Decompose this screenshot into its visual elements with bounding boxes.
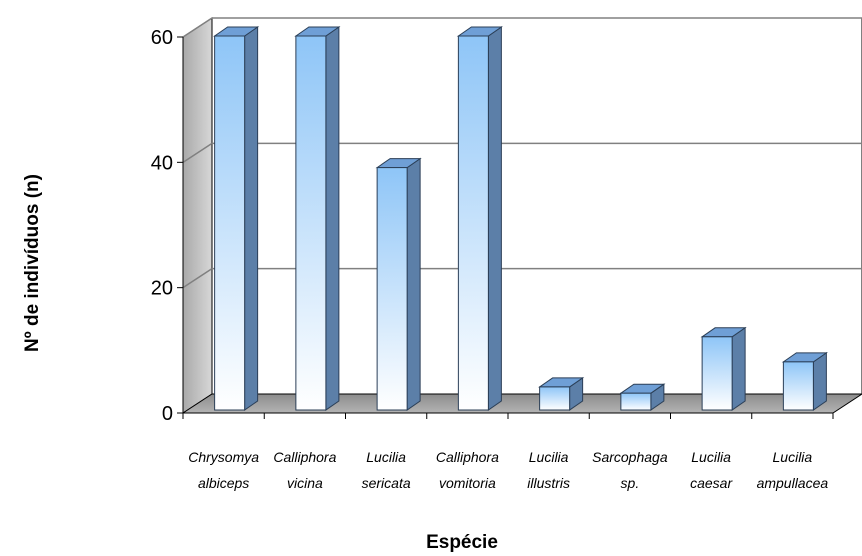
y-tick-label: 40 — [151, 152, 173, 174]
bar-side — [487, 26, 502, 411]
bar — [375, 157, 422, 411]
bar-front — [214, 35, 246, 411]
gridline-side — [182, 17, 213, 38]
floor — [181, 393, 862, 414]
y-tick-label: 20 — [151, 278, 173, 300]
bar-side — [406, 157, 421, 411]
bar-front — [539, 386, 571, 411]
x-tick-label: Lucilia caesar — [690, 449, 733, 491]
gridline-side — [182, 142, 213, 163]
bar — [294, 26, 341, 411]
bar-side — [812, 351, 827, 411]
bar — [619, 383, 666, 411]
y-tick-label: 60 — [151, 27, 173, 49]
x-tick-label: Lucilia ampullacea — [757, 449, 829, 491]
bar-front — [782, 361, 814, 411]
gridline-side — [182, 268, 213, 289]
x-tick-label: Sarcophaga sp. — [592, 449, 668, 491]
bar-side — [325, 26, 340, 411]
bar — [456, 26, 503, 411]
bar-front — [376, 167, 408, 411]
x-tick-label: Chrysomya albiceps — [188, 449, 259, 491]
bar-front — [620, 392, 652, 411]
bar-front — [295, 35, 327, 411]
bar-front — [701, 336, 733, 411]
x-tick-label: Lucilia sericata — [362, 449, 411, 491]
bar — [781, 351, 828, 411]
bar — [538, 376, 585, 411]
x-axis-title: Espécie — [426, 532, 498, 553]
x-tick-label: Lucilia illustris — [527, 449, 570, 491]
bar-side — [731, 326, 746, 411]
y-tick-label: 0 — [162, 403, 173, 425]
bar-front — [457, 35, 489, 411]
x-tick-label: Calliphora vomitoria — [436, 449, 499, 491]
x-tick-label: Calliphora vicina — [273, 449, 336, 491]
bar-side — [244, 26, 259, 411]
left-wall — [182, 17, 213, 414]
y-axis-title: Nº de indivíduos (n) — [22, 174, 43, 352]
bar — [700, 326, 747, 411]
bar — [213, 26, 260, 411]
